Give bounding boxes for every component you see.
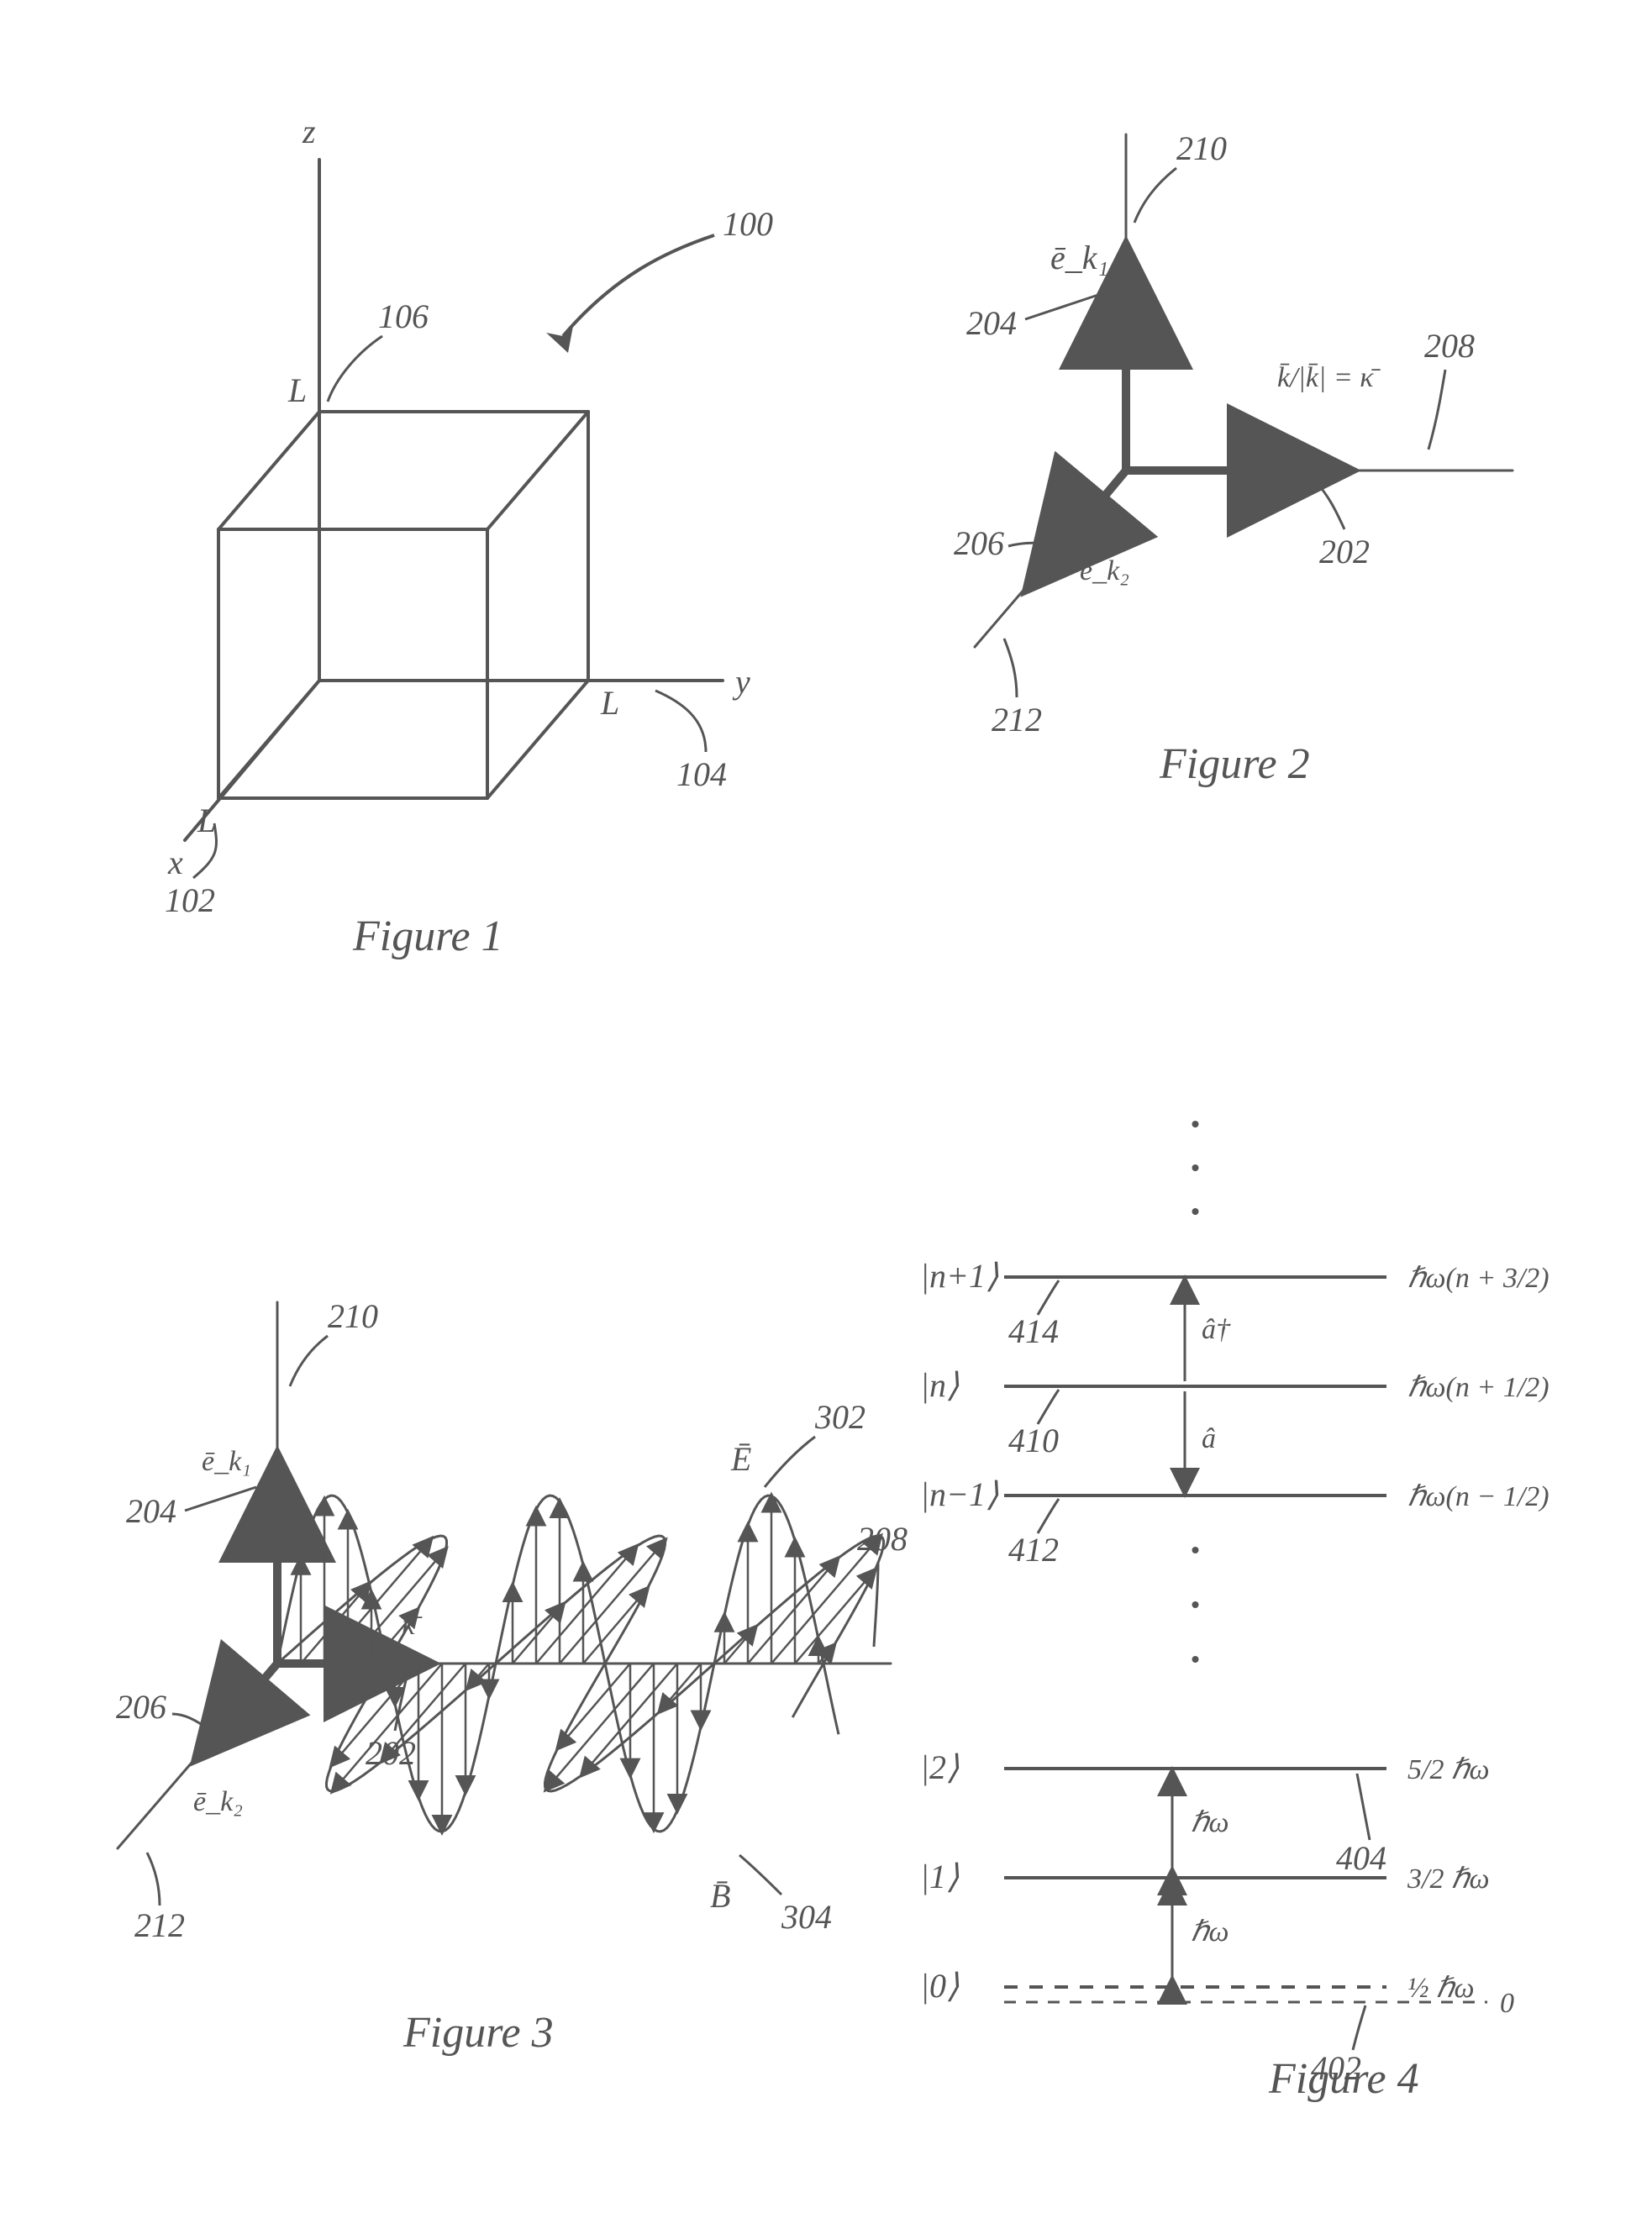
- fig3-ref206: 206: [116, 1688, 166, 1726]
- figure-2-svg: ē_k₁ ē_k₂ k̄/|k̄| = κ̄ 210 204 208 202 2…: [924, 76, 1580, 815]
- axis-z: z: [302, 113, 316, 150]
- figure-1-caption: Figure 1: [353, 912, 503, 961]
- fig3-kappa: κ̄: [402, 1610, 423, 1641]
- ref-100: 100: [723, 205, 773, 243]
- fig3-B: B̄: [710, 1877, 730, 1915]
- figure-4: 0 |0⟩ ½ ℏω |1⟩ 3/2 ℏω |2⟩ 5/2 ℏω |n−1⟩ ℏω(n − 1/…: [908, 1075, 1630, 2126]
- figure-1: 100 z y x L L L 102 104 106 Figure 1: [118, 92, 807, 966]
- svg-text:|n⟩: |n⟩: [920, 1366, 960, 1404]
- svg-text:ℏω(n + 1/2): ℏω(n + 1/2): [1407, 1372, 1549, 1403]
- ref-204: 204: [966, 304, 1017, 342]
- ref-102: 102: [165, 881, 215, 919]
- ref-404: 404: [1336, 1839, 1386, 1877]
- ref-202: 202: [1319, 533, 1370, 570]
- edge-L-z: L: [287, 371, 307, 409]
- fig3-E: Ē: [730, 1440, 751, 1478]
- fig3-ref302: 302: [814, 1398, 865, 1436]
- leader-106: [328, 336, 382, 402]
- ref-212: 212: [992, 701, 1042, 739]
- fig3-ref304: 304: [781, 1898, 832, 1936]
- ref-210: 210: [1176, 129, 1227, 167]
- svg-text:414: 414: [1008, 1312, 1059, 1350]
- page: 100 z y x L L L 102 104 106 Figure 1: [0, 0, 1652, 2213]
- ref-104: 104: [676, 755, 727, 793]
- svg-text:ℏω(n − 1/2): ℏω(n − 1/2): [1407, 1481, 1549, 1512]
- fig3-ref204: 204: [126, 1492, 176, 1530]
- khat-label: k̄/|k̄| = κ̄: [1277, 362, 1381, 393]
- fig3-ek2: ē_k₂: [193, 1786, 243, 1817]
- svg-text:|2⟩: |2⟩: [920, 1748, 960, 1786]
- svg-text:â†: â†: [1202, 1314, 1231, 1345]
- ref-106: 106: [378, 297, 429, 335]
- figure-4-caption: Figure 4: [1269, 2054, 1419, 2104]
- svg-text:|1⟩: |1⟩: [920, 1858, 960, 1895]
- fig3-ref208: 208: [857, 1520, 908, 1558]
- svg-text:5/2 ℏω: 5/2 ℏω: [1407, 1754, 1490, 1785]
- svg-text:ℏω: ℏω: [1191, 1916, 1229, 1948]
- figure-3: ē_k₁ ē_k₂ κ̄ Ē B̄ 210 204 206 202 208 30…: [67, 1159, 941, 2100]
- figure-2-caption: Figure 2: [1160, 739, 1310, 789]
- axis-x: x: [167, 844, 183, 881]
- figure-3-caption: Figure 3: [403, 2008, 554, 2058]
- ref-208: 208: [1424, 327, 1475, 365]
- fig3-ref210: 210: [328, 1297, 378, 1335]
- fig3-ek1: ē_k₁: [202, 1446, 251, 1477]
- fig3-ref212: 212: [134, 1906, 185, 1944]
- edge-L-x: L: [197, 802, 216, 839]
- figure-1-svg: 100 z y x L L L 102 104 106: [118, 92, 807, 966]
- svg-text:410: 410: [1008, 1422, 1059, 1459]
- svg-text:|0⟩: |0⟩: [920, 1967, 960, 2005]
- ek2-label: ē_k₂: [1080, 555, 1129, 586]
- axis-y: y: [732, 663, 750, 701]
- svg-text:412: 412: [1008, 1531, 1059, 1569]
- svg-text:â: â: [1202, 1423, 1216, 1454]
- svg-text:0: 0: [1500, 1988, 1514, 2019]
- svg-text:|n+1⟩: |n+1⟩: [920, 1257, 999, 1295]
- ref-100-arrow: [546, 235, 714, 353]
- edge-L-y: L: [600, 684, 619, 722]
- figure-4-svg: 0 |0⟩ ½ ℏω |1⟩ 3/2 ℏω |2⟩ 5/2 ℏω |n−1⟩ ℏω(n − 1/…: [908, 1075, 1630, 2126]
- leader-104: [655, 691, 706, 752]
- fig3-ref202: 202: [366, 1734, 416, 1772]
- figure-2: ē_k₁ ē_k₂ k̄/|k̄| = κ̄ 210 204 208 202 2…: [924, 76, 1580, 815]
- svg-text:ℏω(n + 3/2): ℏω(n + 3/2): [1407, 1263, 1549, 1294]
- svg-text:½ ℏω: ½ ℏω: [1407, 1973, 1475, 2004]
- svg-text:|n−1⟩: |n−1⟩: [920, 1475, 999, 1513]
- ek1-label: ē_k₁: [1050, 239, 1108, 276]
- ref-206: 206: [954, 524, 1004, 562]
- svg-text:ℏω: ℏω: [1191, 1807, 1229, 1838]
- svg-text:3/2 ℏω: 3/2 ℏω: [1407, 1863, 1490, 1895]
- figure-3-svg: ē_k₁ ē_k₂ κ̄ Ē B̄ 210 204 206 202 208 30…: [67, 1159, 941, 2100]
